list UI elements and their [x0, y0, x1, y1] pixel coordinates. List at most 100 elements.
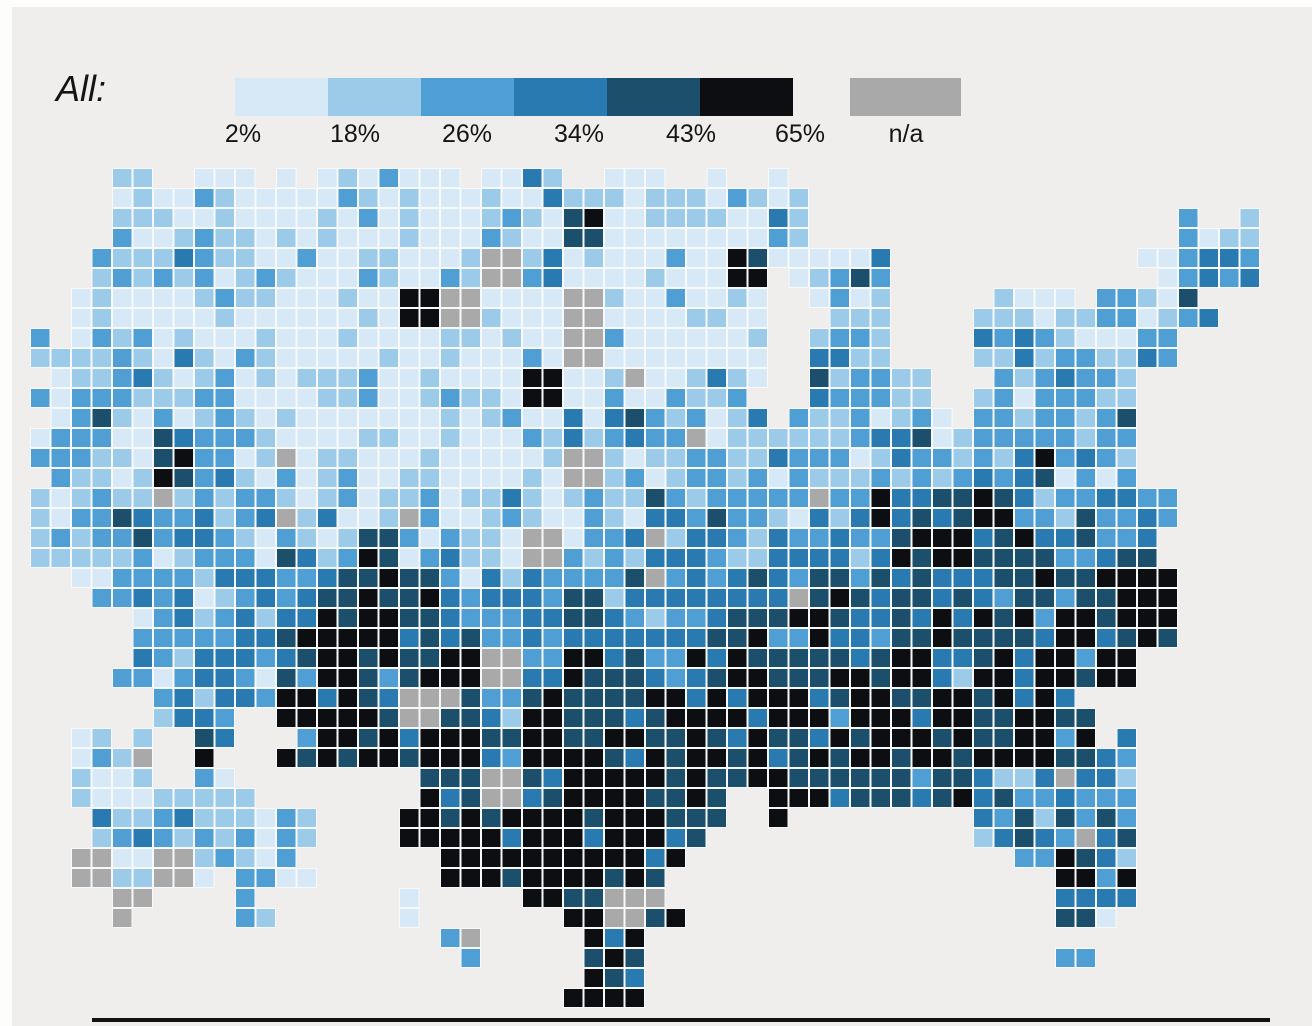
county-cell[interactable]	[481, 528, 502, 548]
county-cell[interactable]	[1075, 408, 1096, 428]
county-cell[interactable]	[481, 288, 502, 308]
county-cell[interactable]	[583, 488, 604, 508]
county-cell[interactable]	[358, 248, 379, 268]
county-cell[interactable]	[1116, 428, 1137, 448]
county-cell[interactable]	[665, 508, 686, 528]
county-cell[interactable]	[665, 488, 686, 508]
county-cell[interactable]	[624, 668, 645, 688]
county-cell[interactable]	[419, 628, 440, 648]
county-cell[interactable]	[419, 168, 440, 188]
county-cell[interactable]	[686, 188, 707, 208]
county-cell[interactable]	[71, 408, 92, 428]
county-cell[interactable]	[809, 448, 830, 468]
county-cell[interactable]	[1157, 608, 1178, 628]
county-cell[interactable]	[850, 648, 871, 668]
county-cell[interactable]	[1116, 668, 1137, 688]
county-cell[interactable]	[358, 668, 379, 688]
county-cell[interactable]	[91, 728, 112, 748]
county-cell[interactable]	[1014, 788, 1035, 808]
county-cell[interactable]	[1116, 788, 1137, 808]
county-cell[interactable]	[1096, 908, 1117, 928]
county-cell[interactable]	[911, 368, 932, 388]
county-cell[interactable]	[1034, 808, 1055, 828]
county-cell[interactable]	[932, 508, 953, 528]
county-cell[interactable]	[276, 528, 297, 548]
county-cell[interactable]	[542, 828, 563, 848]
county-cell[interactable]	[1055, 848, 1076, 868]
county-cell[interactable]	[460, 188, 481, 208]
county-cell[interactable]	[522, 848, 543, 868]
county-cell[interactable]	[809, 508, 830, 528]
county-cell[interactable]	[399, 188, 420, 208]
county-cell[interactable]	[542, 328, 563, 348]
county-cell[interactable]	[501, 468, 522, 488]
county-cell[interactable]	[296, 388, 317, 408]
county-cell[interactable]	[522, 728, 543, 748]
county-cell[interactable]	[194, 268, 215, 288]
county-cell[interactable]	[440, 868, 461, 888]
county-cell[interactable]	[768, 168, 789, 188]
county-cell[interactable]	[132, 448, 153, 468]
county-cell[interactable]	[809, 768, 830, 788]
county-cell[interactable]	[542, 848, 563, 868]
county-cell[interactable]	[1096, 768, 1117, 788]
county-cell[interactable]	[358, 528, 379, 548]
county-cell[interactable]	[337, 708, 358, 728]
county-cell[interactable]	[932, 768, 953, 788]
county-cell[interactable]	[173, 528, 194, 548]
county-cell[interactable]	[727, 648, 748, 668]
county-cell[interactable]	[1096, 748, 1117, 768]
county-cell[interactable]	[235, 628, 256, 648]
county-cell[interactable]	[645, 288, 666, 308]
county-cell[interactable]	[296, 488, 317, 508]
county-cell[interactable]	[481, 468, 502, 488]
county-cell[interactable]	[870, 708, 891, 728]
county-cell[interactable]	[378, 748, 399, 768]
county-cell[interactable]	[337, 368, 358, 388]
county-cell[interactable]	[747, 528, 768, 548]
county-cell[interactable]	[501, 628, 522, 648]
county-cell[interactable]	[214, 668, 235, 688]
county-cell[interactable]	[583, 448, 604, 468]
county-cell[interactable]	[583, 588, 604, 608]
county-cell[interactable]	[1116, 628, 1137, 648]
county-cell[interactable]	[727, 688, 748, 708]
county-cell[interactable]	[501, 208, 522, 228]
county-cell[interactable]	[317, 388, 338, 408]
county-cell[interactable]	[809, 488, 830, 508]
county-cell[interactable]	[645, 668, 666, 688]
county-cell[interactable]	[768, 428, 789, 448]
county-cell[interactable]	[132, 668, 153, 688]
county-cell[interactable]	[747, 288, 768, 308]
county-cell[interactable]	[276, 608, 297, 628]
county-cell[interactable]	[604, 288, 625, 308]
county-cell[interactable]	[378, 168, 399, 188]
county-cell[interactable]	[50, 348, 71, 368]
county-cell[interactable]	[132, 368, 153, 388]
county-cell[interactable]	[317, 588, 338, 608]
county-cell[interactable]	[809, 568, 830, 588]
county-cell[interactable]	[132, 208, 153, 228]
county-cell[interactable]	[563, 328, 584, 348]
county-cell[interactable]	[911, 748, 932, 768]
county-cell[interactable]	[624, 748, 645, 768]
county-cell[interactable]	[829, 348, 850, 368]
county-cell[interactable]	[809, 548, 830, 568]
county-cell[interactable]	[91, 848, 112, 868]
county-cell[interactable]	[481, 308, 502, 328]
county-cell[interactable]	[214, 408, 235, 428]
county-cell[interactable]	[911, 548, 932, 568]
county-cell[interactable]	[235, 368, 256, 388]
county-cell[interactable]	[993, 428, 1014, 448]
county-cell[interactable]	[255, 808, 276, 828]
county-cell[interactable]	[973, 768, 994, 788]
county-cell[interactable]	[686, 768, 707, 788]
county-cell[interactable]	[276, 208, 297, 228]
county-cell[interactable]	[850, 628, 871, 648]
county-cell[interactable]	[1116, 568, 1137, 588]
county-cell[interactable]	[706, 168, 727, 188]
county-cell[interactable]	[911, 628, 932, 648]
county-cell[interactable]	[973, 788, 994, 808]
county-cell[interactable]	[1055, 408, 1076, 428]
county-cell[interactable]	[727, 488, 748, 508]
